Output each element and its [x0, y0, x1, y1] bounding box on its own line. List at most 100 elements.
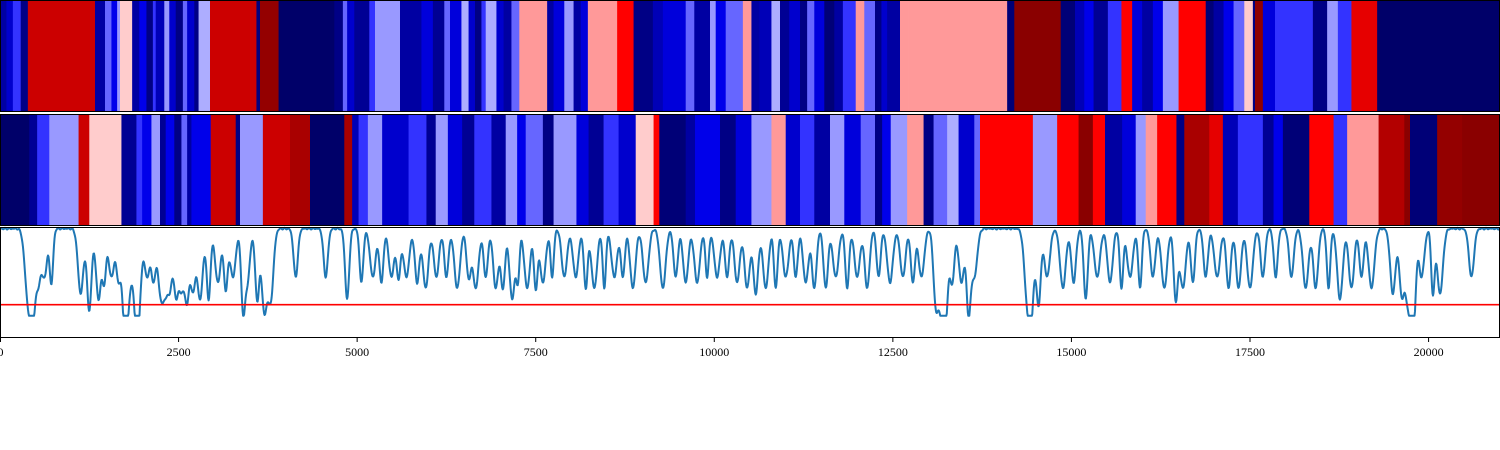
heatmap-cell-2-67: [980, 114, 1034, 226]
heatmap-cell-2-75: [1145, 114, 1158, 226]
heatmap-cell-2-61: [907, 114, 924, 226]
heatmap-cell-1-62: [742, 0, 752, 112]
heatmap-cell-1-4: [27, 0, 96, 112]
heatmap-cell-1-69: [807, 0, 815, 112]
heatmap-cell-2-71: [1092, 114, 1106, 226]
heatmap-cell-1-96: [1223, 0, 1234, 112]
heatmap-cell-1-90: [1142, 0, 1154, 112]
heatmap-cell-1-7: [111, 0, 118, 112]
heatmap-cell-2-80: [1222, 114, 1239, 226]
heatmap-cell-2-34: [505, 114, 518, 226]
heatmap-cell-2-23: [352, 114, 359, 226]
heatmap-cell-2-26: [382, 114, 409, 226]
heatmap-cell-2-6: [121, 114, 137, 226]
heatmap-cell-2-32: [474, 114, 492, 226]
heatmap-cell-1-43: [496, 0, 504, 112]
heatmap-cell-2-87: [1347, 114, 1379, 226]
heatmap-cell-1-23: [256, 0, 261, 112]
heatmap-cell-2-28: [426, 114, 437, 226]
heatmap-cell-1-77: [881, 0, 888, 112]
heatmap-cell-2-55: [830, 114, 845, 226]
heatmap-cell-1-81: [1007, 0, 1015, 112]
heatmap-cell-2-41: [603, 114, 619, 226]
heatmap-cell-1-97: [1233, 0, 1245, 112]
heatmap-cell-1-56: [662, 0, 687, 112]
heatmap-cell-2-44: [653, 114, 660, 226]
heatmap-cell-1-102: [1275, 0, 1314, 112]
heatmap-cell-1-95: [1213, 0, 1224, 112]
heatmap-cell-1-28: [342, 0, 348, 112]
heatmap-cell-2-7: [136, 114, 143, 226]
heatmap-cell-1-51: [580, 0, 589, 112]
heatmap-cell-1-27: [334, 0, 344, 112]
heatmap-cell-2-90: [1410, 114, 1438, 226]
heatmap-cell-2-63: [933, 114, 948, 226]
heatmap-cell-2-20: [290, 114, 311, 226]
heatmap-cell-1-20: [194, 0, 199, 112]
heatmap-cell-1-106: [1351, 0, 1378, 112]
heatmap-cell-1-44: [503, 0, 512, 112]
heatmap-cell-2-12: [174, 114, 182, 226]
heatmap-cell-2-14: [187, 114, 192, 226]
heatmap-cell-2-36: [525, 114, 544, 226]
heatmap-cell-2-1: [29, 114, 38, 226]
heatmap-cell-1-75: [864, 0, 876, 112]
heatmap-cell-1-55: [652, 0, 664, 112]
heatmap-cell-2-2: [37, 114, 50, 226]
x-tick-label-5: 12500: [878, 345, 908, 359]
heatmap-cell-1-84: [1075, 0, 1085, 112]
heatmap-cell-1-24: [260, 0, 279, 112]
heatmap-cell-2-91: [1437, 114, 1463, 226]
heatmap-cell-1-89: [1132, 0, 1143, 112]
heatmap-cell-1-34: [421, 0, 434, 112]
heatmap-cell-1-104: [1327, 0, 1339, 112]
heatmap-cell-1-70: [814, 0, 825, 112]
heatmap-cell-2-78: [1184, 114, 1210, 226]
heatmap-cell-1-72: [834, 0, 844, 112]
heatmap-cell-2-54: [814, 114, 831, 226]
heatmap-cell-2-66: [974, 114, 981, 226]
heatmap-cell-1-18: [182, 0, 188, 112]
heatmap-cell-1-52: [587, 0, 618, 112]
heatmap-cell-1-12: [146, 0, 154, 112]
heatmap-cell-1-26: [310, 0, 335, 112]
heatmap-cell-1-35: [432, 0, 445, 112]
heatmap-cell-1-36: [444, 0, 451, 112]
heatmap-cell-1-65: [771, 0, 781, 112]
heatmap-cell-1-73: [842, 0, 857, 112]
signal-line: [0, 226, 1500, 317]
heatmap-cell-1-48: [553, 0, 565, 112]
heatmap-cell-1-63: [751, 0, 760, 112]
heatmap-cell-1-99: [1252, 0, 1256, 112]
heatmap-cell-1-80: [908, 0, 1008, 112]
heatmap-cell-1-15: [164, 0, 170, 112]
heatmap-cell-2-48: [720, 114, 737, 226]
x-axis: 0 2500 5000 7500 10000 12500 15000 17500 20000: [0, 338, 1444, 359]
heatmap-cell-1-57: [685, 0, 695, 112]
heatmap-cell-2-70: [1078, 114, 1094, 226]
heatmap-cell-1-19: [187, 0, 195, 112]
heatmap-cell-2-46: [685, 114, 696, 226]
heatmap-cell-1-59: [710, 0, 717, 112]
heatmap-cell-2-57: [860, 114, 876, 226]
heatmap-cell-1-86: [1093, 0, 1109, 112]
heatmap-cell-1-74: [855, 0, 865, 112]
heatmap-cell-2-30: [447, 114, 463, 226]
heatmap-cell-2-74: [1135, 114, 1147, 226]
heatmap-cell-2-27: [408, 114, 427, 226]
heatmap-cell-1-79: [900, 0, 909, 112]
heatmap-cell-2-33: [491, 114, 507, 226]
heatmap-cell-2-45: [659, 114, 687, 226]
heatmap-cell-2-59: [882, 114, 892, 226]
heatmap-cell-2-52: [785, 114, 801, 226]
x-tick-label-2: 5000: [345, 345, 369, 359]
heatmap-cell-1-53: [617, 0, 634, 112]
heatmap-cell-1-0: [0, 0, 7, 112]
heatmap-cell-2-16: [210, 114, 237, 226]
heatmap-cell-1-8: [117, 0, 121, 112]
heatmap-cell-2-31: [462, 114, 475, 226]
heatmap-cell-1-76: [875, 0, 882, 112]
x-tick-label-4: 10000: [699, 345, 729, 359]
heatmap-cell-2-56: [844, 114, 862, 226]
heatmap-cell-1-83: [1060, 0, 1076, 112]
